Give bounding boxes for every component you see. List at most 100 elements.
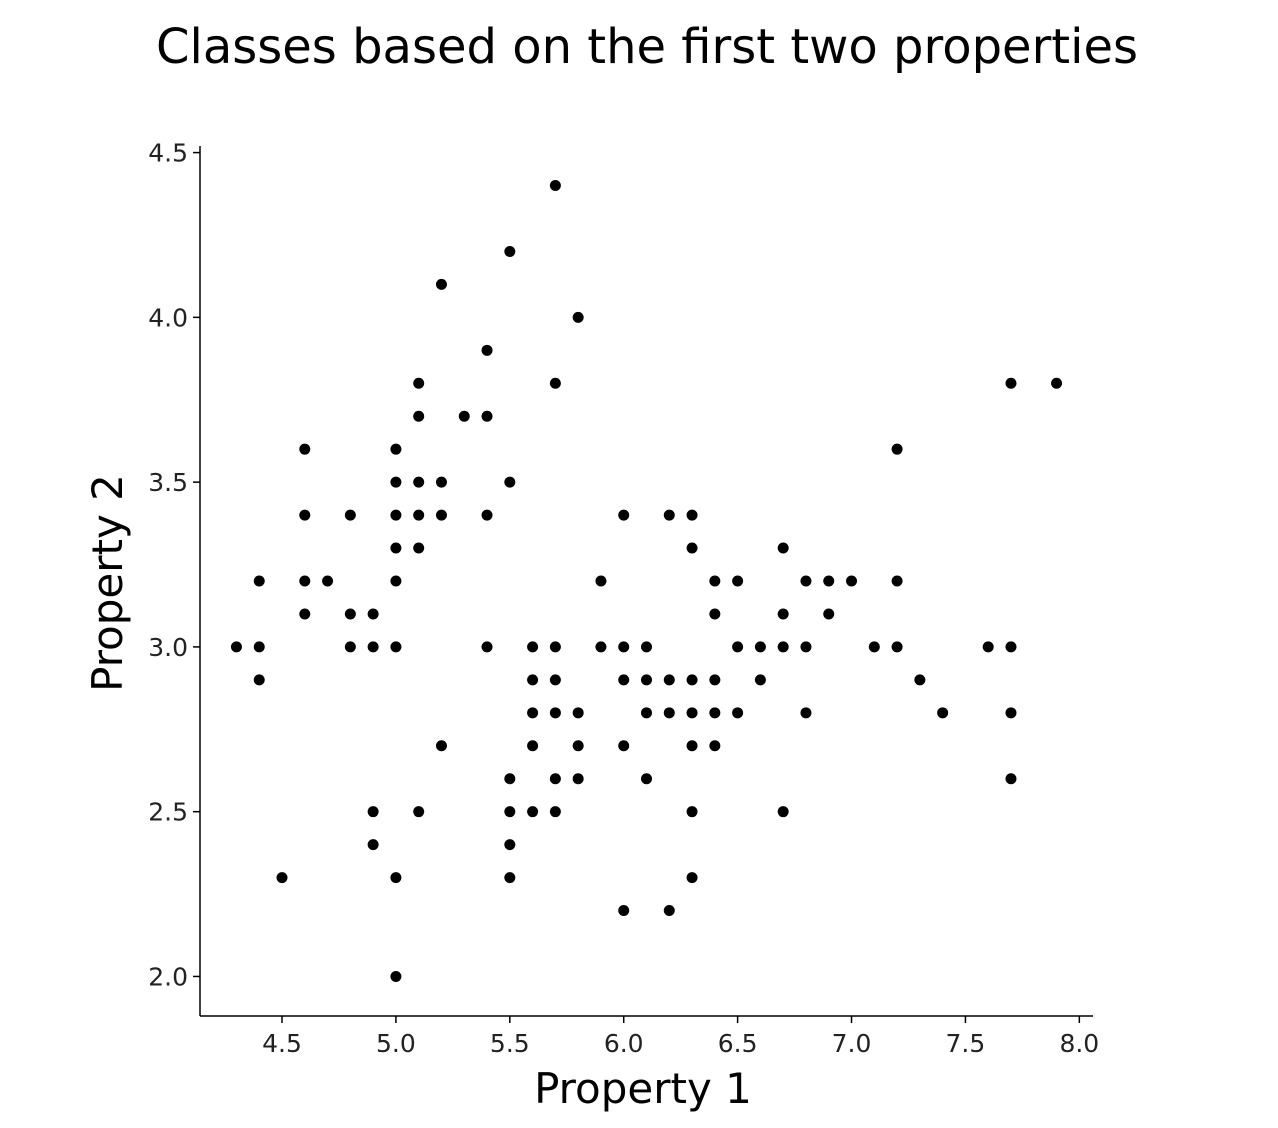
data-point [663,674,675,686]
data-point [481,410,493,422]
data-point [230,641,242,653]
x-tick-label: 7.0 [832,1029,872,1058]
data-point [686,542,698,554]
data-point [800,641,812,653]
data-point [413,377,425,389]
data-point [527,806,539,818]
data-point [686,872,698,884]
data-point [390,509,402,521]
x-tick-label: 4.5 [262,1029,302,1058]
data-point [641,641,652,653]
y-tick-label: 2.0 [148,962,188,991]
x-tick-label: 7.5 [946,1029,986,1058]
data-point [572,707,584,719]
data-point [367,641,379,653]
data-point [641,707,652,719]
data-point [549,773,561,785]
data-point [481,344,493,356]
data-point [732,707,744,719]
data-point [618,740,630,752]
data-point [618,509,630,521]
data-point [618,905,630,917]
data-point [618,641,630,653]
data-point [504,839,516,851]
data-point [527,707,539,719]
data-point [344,608,356,620]
x-tick-label: 6.5 [718,1029,758,1058]
data-point [754,641,766,653]
data-point [709,575,721,587]
data-point [754,674,766,686]
data-point [641,674,652,686]
data-point [618,674,630,686]
data-point [504,806,516,818]
data-point [1051,377,1063,389]
data-point [709,740,721,752]
data-point [435,740,447,752]
data-point [709,608,721,620]
data-point [344,509,356,521]
data-point [435,278,447,290]
data-point [367,839,379,851]
data-point [413,509,425,521]
data-point [1005,641,1017,653]
x-axis-label: Property 1 [534,1064,752,1113]
data-point [891,641,903,653]
data-point [390,542,402,554]
data-point [322,575,334,587]
data-point [253,674,265,686]
data-point [413,806,425,818]
data-point [549,377,561,389]
data-point [549,641,561,653]
y-tick-label: 4.5 [148,139,188,168]
chart-title: Classes based on the first two propertie… [156,19,1138,75]
data-point [390,575,402,587]
data-point [367,608,379,620]
data-point [413,476,425,488]
y-tick-label: 3.5 [148,468,188,497]
data-point [504,476,516,488]
data-point [413,542,425,554]
data-point [686,674,698,686]
data-point [709,674,721,686]
data-point [504,773,516,785]
data-point [914,674,926,686]
data-point [253,575,265,587]
data-point [777,542,789,554]
data-point [823,608,835,620]
data-point [549,674,561,686]
data-point [367,806,379,818]
data-point [1005,707,1017,719]
data-point [572,740,584,752]
data-point [481,641,493,653]
data-point [686,509,698,521]
x-tick-label: 5.5 [490,1029,530,1058]
data-point [595,641,607,653]
data-point [732,641,744,653]
data-point [823,575,835,587]
y-tick-label: 3.0 [148,633,188,662]
data-point [527,674,539,686]
data-point [390,443,402,455]
data-point [390,970,402,982]
data-point [549,180,561,192]
data-point [390,872,402,884]
data-point [686,707,698,719]
data-point [663,707,675,719]
data-point [663,905,675,917]
data-point [800,575,812,587]
data-point [641,773,652,785]
data-point [527,641,539,653]
y-tick-label: 2.5 [148,798,188,827]
data-point [549,806,561,818]
data-point [868,641,880,653]
data-point [709,707,721,719]
x-tick-label: 8.0 [1059,1029,1099,1058]
x-tick-label: 5.0 [376,1029,416,1058]
data-point [435,476,447,488]
data-point [777,608,789,620]
data-point [595,575,607,587]
y-axis-ticks: 2.0 2.5 3.0 3.5 4.0 4.5 [148,139,200,991]
data-point [572,773,584,785]
